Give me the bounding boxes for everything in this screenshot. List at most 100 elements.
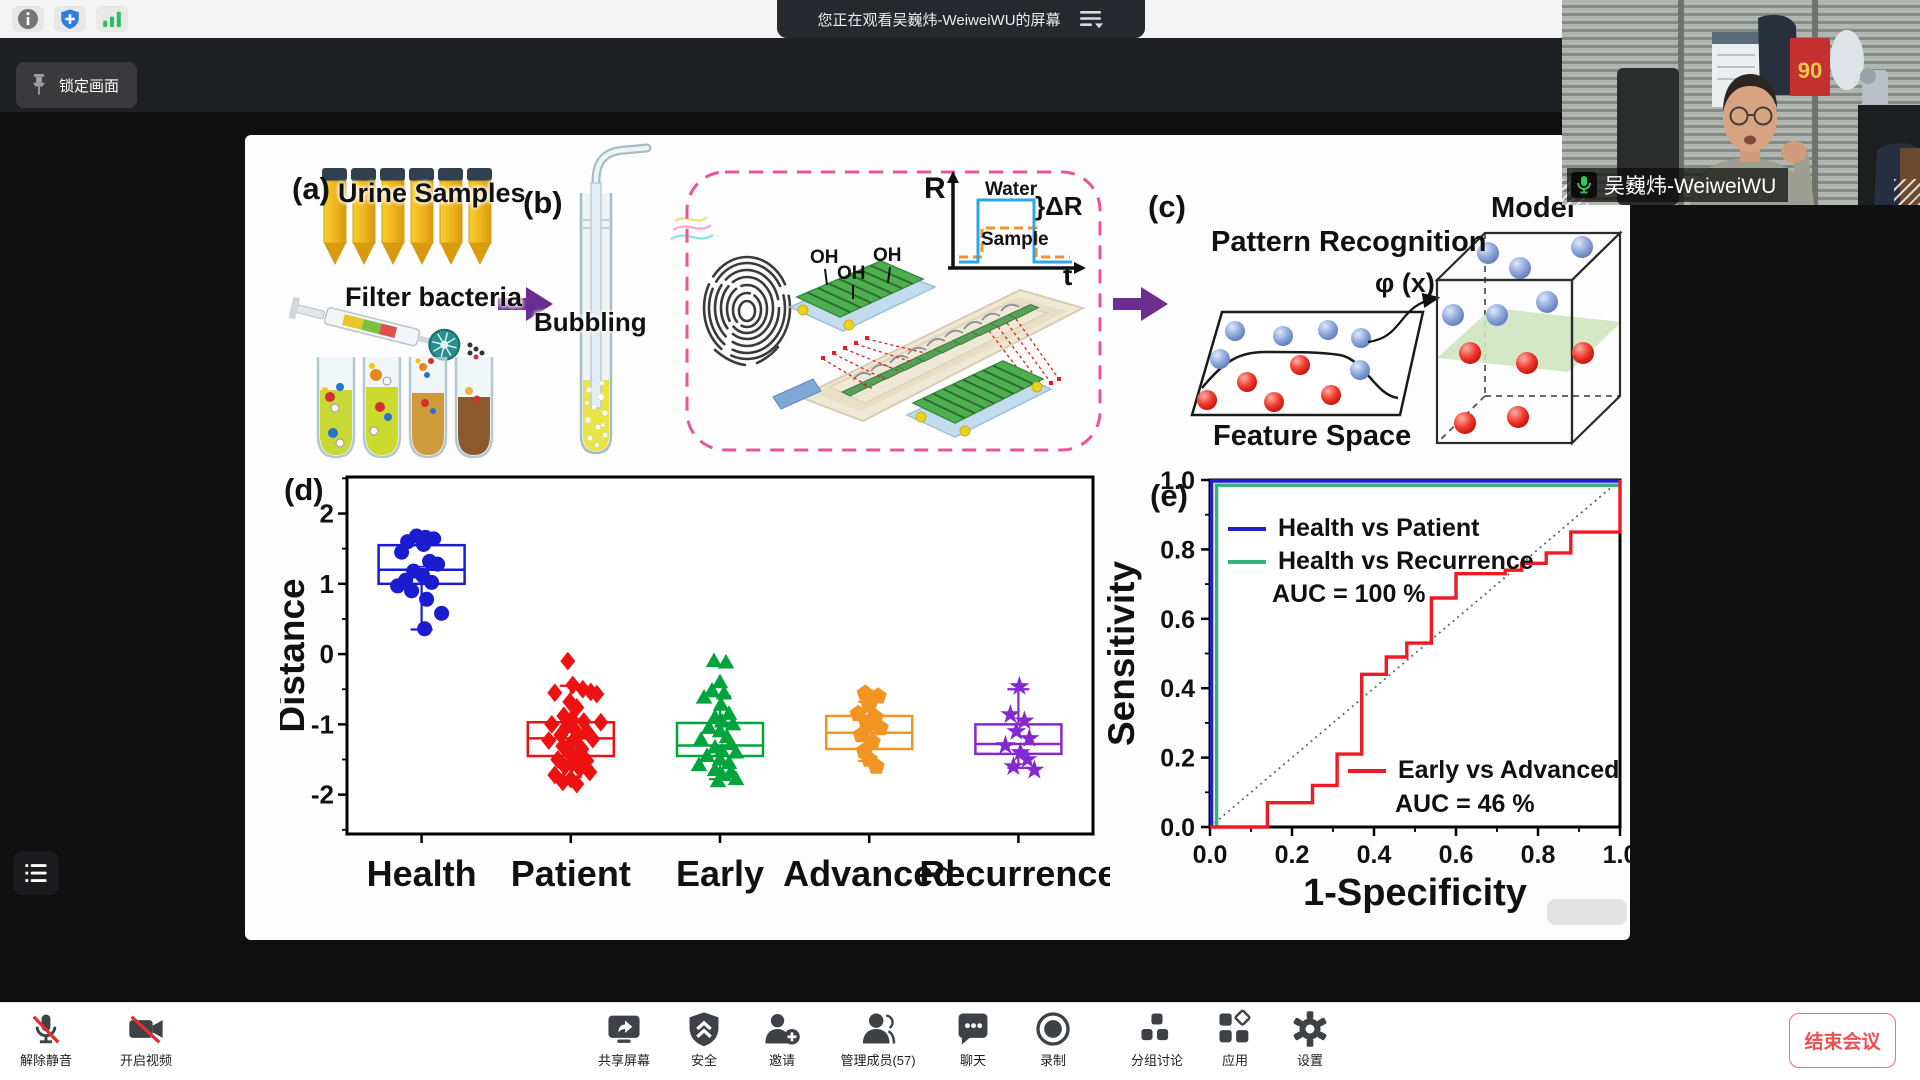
sensor-module-box	[685, 170, 1102, 452]
roc-panel: 0.0 0.0 0.2 0.2 0.4 0.4 0.6 0.6 0.8 0.8 1.0 1.0 1-Sp…	[1100, 467, 1640, 925]
invite-person-icon	[765, 1014, 800, 1045]
connection-quality-button[interactable]	[96, 6, 128, 32]
settings-button[interactable]: 设置	[1290, 1009, 1330, 1069]
urine-tubes-illustration	[322, 168, 492, 265]
svg-text:Recurrence: Recurrence	[919, 853, 1110, 894]
odor-wisp	[670, 216, 714, 241]
security-shield-button[interactable]	[54, 6, 86, 32]
svg-text:0.6: 0.6	[1160, 606, 1195, 634]
chat-icon	[958, 1013, 988, 1045]
panel-e-tag: (e)	[1150, 478, 1188, 513]
pattern-recognition-label: Pattern Recognition	[1211, 226, 1487, 258]
participant-list-toggle[interactable]	[14, 851, 58, 895]
syringe-illustration	[288, 296, 461, 361]
svg-text:0.4: 0.4	[1160, 675, 1195, 703]
webcam-video[interactable]: 90 吴巍炜-WeiweiWU	[1562, 0, 1920, 205]
svg-text:0.0: 0.0	[1160, 814, 1195, 842]
participant-name-tag: 吴巍炜-WeiweiWU	[1567, 168, 1789, 202]
test-tubes-illustration	[316, 342, 494, 459]
inset-t-axis-label: t	[1063, 260, 1073, 291]
feature-space-label: Feature Space	[1213, 420, 1412, 452]
viewing-banner: 您正在观看吴巍炜-WeiweiWU的屏幕	[777, 0, 1145, 38]
svg-text:Early: Early	[676, 853, 764, 894]
svg-text:0.0: 0.0	[1193, 841, 1228, 869]
oh-label-3: OH	[837, 263, 866, 284]
svg-text:Distance: Distance	[280, 578, 312, 732]
svg-text:0.2: 0.2	[1160, 745, 1195, 773]
oh-label-2: OH	[873, 245, 902, 266]
svg-text:Advanced: Advanced	[783, 853, 955, 894]
share-screen-icon	[608, 1015, 640, 1043]
svg-text:1-Specificity: 1-Specificity	[1303, 872, 1527, 914]
apps-button[interactable]: 应用	[1215, 1009, 1255, 1069]
sensor-chip-2	[905, 360, 1053, 438]
view-options-icon[interactable]	[1079, 8, 1105, 30]
resize-grip-right[interactable]	[1894, 179, 1920, 205]
shared-screen-slide: (a) Urine Samples Filter bacteria (b) Bu…	[245, 135, 1637, 940]
panel-a-tag: (a)	[292, 171, 330, 206]
oh-label-1: OH	[810, 247, 839, 268]
unmute-button[interactable]: 解除静音	[20, 1009, 72, 1069]
chat-button[interactable]: 聊天	[953, 1009, 993, 1069]
boxplot-chart: -2 -1 0 1 2 Health Patient Early AdvancedRecurre…	[271, 475, 1117, 894]
participants-icon	[862, 1013, 895, 1044]
legend-health-vs-recurrence: Health vs Recurrence	[1228, 547, 1534, 576]
record-button[interactable]: 录制	[1033, 1009, 1073, 1069]
lock-view-button[interactable]: 锁定画面	[16, 62, 138, 108]
record-icon	[1036, 1012, 1070, 1046]
svg-text:0.8: 0.8	[1521, 841, 1556, 869]
panel-b-tag: (b)	[523, 185, 563, 220]
end-meeting-button[interactable]: 结束会议	[1789, 1013, 1896, 1068]
roc-chart: 0.00.0 0.2 0.2 0.4 0.4 0.6 0.6 0.8 0.8 1.0 1.0 1-Sp…	[1101, 467, 1638, 914]
inset-sample-label: Sample	[981, 229, 1049, 250]
legend-line-red	[1348, 768, 1386, 773]
manage-participants-button[interactable]: 管理成员(57)	[840, 1009, 916, 1069]
svg-text:1: 1	[320, 569, 334, 599]
mic-active-icon	[1571, 172, 1597, 198]
info-icon	[18, 9, 38, 29]
feature-space-plot	[1190, 292, 1441, 417]
svg-text:0.6: 0.6	[1439, 841, 1474, 869]
signal-bars-icon	[103, 11, 121, 27]
sensor-chip-1	[788, 260, 937, 332]
model-label: Model	[1491, 192, 1575, 224]
legend-line-blue	[1228, 526, 1266, 531]
bubbling-label: Bubbling	[534, 307, 647, 337]
filter-bacteria-label: Filter bacteria	[345, 282, 523, 312]
list-icon	[25, 864, 47, 882]
legend-line-green	[1228, 559, 1266, 564]
security-shield-icon	[689, 1012, 719, 1047]
sensor-array-device	[772, 288, 1086, 423]
flow-arrow-2	[1113, 287, 1168, 321]
lock-view-label: 锁定画面	[59, 77, 120, 95]
camera-muted-icon	[129, 1015, 163, 1044]
model-cube	[1434, 230, 1623, 446]
invite-button[interactable]: 邀请	[762, 1009, 802, 1069]
settings-gear-icon	[1293, 1011, 1327, 1047]
participant-name: 吴巍炜-WeiweiWU	[1604, 175, 1777, 198]
svg-text:Patient: Patient	[511, 853, 631, 894]
mic-muted-icon	[32, 1014, 60, 1044]
inset-water-label: Water	[985, 179, 1038, 200]
fingerprint-illustration	[702, 255, 792, 367]
svg-text:-2: -2	[311, 780, 334, 810]
svg-text:0.2: 0.2	[1275, 841, 1310, 869]
panel-d-tag: (d)	[284, 472, 324, 507]
breakout-rooms-icon	[1141, 1013, 1169, 1041]
legend-health-vs-patient: Health vs Patient	[1228, 514, 1479, 543]
legend-early-vs-advanced: Early vs Advanced	[1348, 756, 1619, 785]
info-button[interactable]	[12, 6, 44, 32]
breakout-rooms-button[interactable]: 分组讨论	[1131, 1009, 1183, 1069]
share-screen-button[interactable]: 共享屏幕	[598, 1009, 650, 1069]
svg-text:1.0: 1.0	[1160, 468, 1195, 495]
svg-text:Health: Health	[367, 853, 477, 894]
pin-icon	[33, 74, 45, 95]
svg-text:0: 0	[320, 639, 334, 669]
security-button[interactable]: 安全	[684, 1009, 724, 1069]
svg-text:1.0: 1.0	[1603, 841, 1638, 869]
meeting-toolbar: 解除静音 开启视频 共享屏幕 安全	[0, 1002, 1920, 1080]
inset-delta-r-label: }ΔR	[1035, 191, 1083, 221]
start-video-button[interactable]: 开启视频	[120, 1009, 172, 1069]
panel-c-tag: (c)	[1148, 189, 1186, 224]
